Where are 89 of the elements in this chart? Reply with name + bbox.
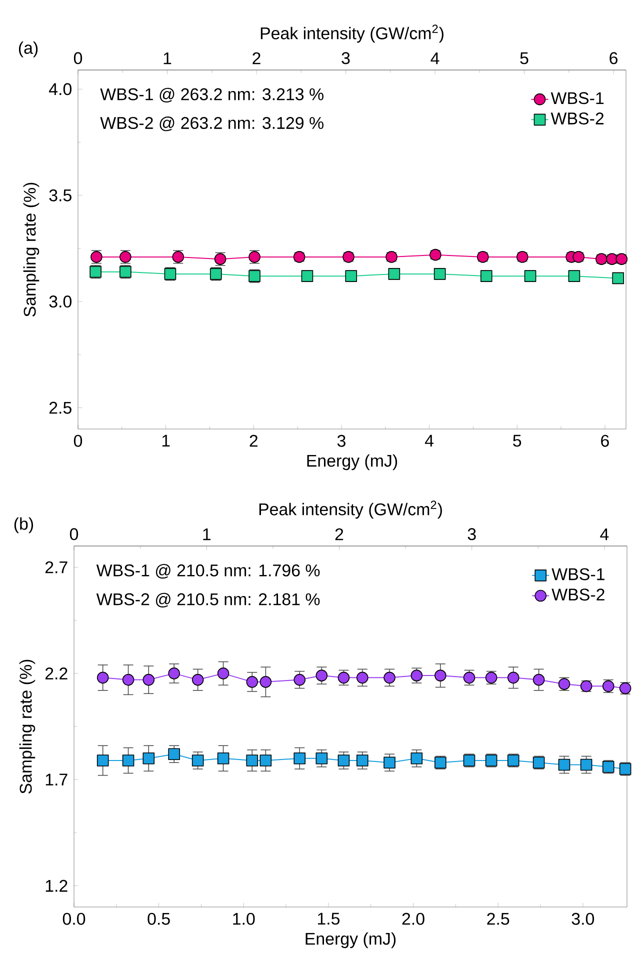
point xyxy=(612,272,624,284)
point xyxy=(192,754,204,766)
point xyxy=(217,752,230,764)
x-axis-title: Energy (mJ) xyxy=(306,932,396,948)
annotation: WBS-1 @ 263.2 nm: 3.213 % xyxy=(100,88,324,102)
point xyxy=(568,270,580,282)
point xyxy=(580,758,592,771)
point xyxy=(384,672,396,684)
point xyxy=(410,752,423,764)
point xyxy=(507,672,520,684)
point xyxy=(524,270,536,282)
legend-label: WBS-1 xyxy=(550,92,604,104)
point xyxy=(480,270,492,282)
point xyxy=(142,674,155,686)
x2-tick-label: 4 xyxy=(600,528,609,540)
point xyxy=(246,754,258,766)
x-tick-label: 3.0 xyxy=(572,912,594,925)
point xyxy=(301,270,314,282)
y-tick-label: 1.7 xyxy=(46,774,68,786)
x2-tick-label: 2 xyxy=(252,52,260,64)
x-tick-label: 1.5 xyxy=(318,912,340,925)
x-tick-label: 4 xyxy=(424,434,434,447)
annotation: WBS-2 @ 263.2 nm: 3.129 % xyxy=(100,116,324,132)
point xyxy=(260,676,272,688)
point xyxy=(316,670,328,682)
point xyxy=(96,672,109,684)
y-tick-label: 2.2 xyxy=(45,668,68,680)
x2-tick-label: 0 xyxy=(70,528,78,540)
point xyxy=(294,674,306,686)
text: (a) xyxy=(18,41,38,58)
x-tick-label: 0.5 xyxy=(148,912,170,925)
x-tick-label: 6 xyxy=(601,434,609,447)
point xyxy=(434,268,446,280)
x2-tick-label: 3 xyxy=(342,52,350,64)
y-tick-label: 2.7 xyxy=(45,561,68,574)
point xyxy=(345,270,358,282)
x-tick-label: 1 xyxy=(162,434,170,447)
y-tick-label: 3.0 xyxy=(49,296,72,308)
x-tick-label: 0.0 xyxy=(62,912,86,925)
point xyxy=(338,754,350,766)
x2-tick-label: 1 xyxy=(164,52,172,64)
x2-tick-label: 0 xyxy=(74,52,82,64)
x-tick-label: 3 xyxy=(337,434,346,447)
annotation: WBS-2 @ 210.5 nm: 2.181 % xyxy=(96,592,320,608)
point xyxy=(96,754,109,766)
x2-tick-label: 2 xyxy=(335,528,344,540)
x-axis-title: Energy (mJ) xyxy=(307,454,398,470)
point xyxy=(217,668,230,680)
x2-tick-label: 3 xyxy=(468,528,476,540)
x-tick-label: 2 xyxy=(250,434,258,447)
point xyxy=(294,752,306,764)
point xyxy=(388,268,400,280)
point xyxy=(384,756,396,769)
annotation: WBS-1 @ 210.5 nm: 1.796 % xyxy=(96,564,320,579)
point xyxy=(260,754,272,766)
x2-axis-title: Peak intensity (GW/cm$^{2}$) xyxy=(260,24,444,43)
legend-label: WBS-1 xyxy=(552,568,604,580)
x-tick-label: 5 xyxy=(513,434,522,447)
legend-label: WBS-2 xyxy=(550,112,604,124)
x2-tick-label: 4 xyxy=(430,52,440,64)
y-tick-label: 3.5 xyxy=(49,189,72,202)
y-axis-title: Sampling rate (%) xyxy=(19,660,36,794)
point xyxy=(168,668,180,680)
x2-tick-label: 5 xyxy=(520,52,528,64)
x-tick-label: 2.0 xyxy=(402,912,424,925)
text: (b) xyxy=(14,517,34,534)
point xyxy=(532,674,545,686)
y-tick-label: 1.2 xyxy=(46,880,68,892)
legend-label: WBS-2 xyxy=(552,588,604,601)
point xyxy=(246,676,258,688)
y-tick-label: 2.5 xyxy=(49,402,72,414)
point xyxy=(434,670,446,682)
point xyxy=(122,754,134,766)
y-axis-title: Sampling rate (%) xyxy=(23,182,40,317)
point xyxy=(192,674,204,686)
x2-tick-label: 1 xyxy=(203,528,210,540)
point xyxy=(316,752,328,764)
x-tick-label: 2.5 xyxy=(487,912,510,925)
x-tick-label: 0 xyxy=(74,434,82,447)
x-tick-label: 1.0 xyxy=(233,912,255,925)
y-tick-label: 4.0 xyxy=(49,83,72,96)
point xyxy=(122,674,134,686)
point xyxy=(168,748,180,760)
point xyxy=(142,752,155,764)
x2-axis-title: Peak intensity (GW/cm$^{2}$) xyxy=(259,500,442,519)
x2-tick-label: 6 xyxy=(610,52,618,64)
point xyxy=(558,758,570,771)
point xyxy=(356,672,368,684)
point xyxy=(356,754,368,766)
